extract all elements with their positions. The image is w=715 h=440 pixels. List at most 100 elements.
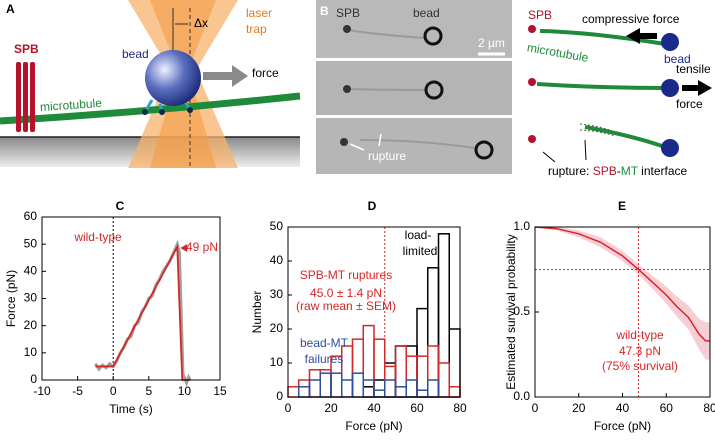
bead-label: bead <box>664 52 691 66</box>
plot-frame <box>41 216 221 381</box>
histogram-bar <box>427 379 440 398</box>
rupture-mt: MT <box>621 164 639 178</box>
spb-image <box>343 85 351 93</box>
bead-image <box>423 26 443 46</box>
x-tick-label: 40 <box>616 401 630 415</box>
x-tick-label: 60 <box>410 401 424 415</box>
histogram-bar <box>394 386 407 398</box>
rupture-dash: - <box>617 164 621 178</box>
bead <box>145 50 201 106</box>
x-tick-label: 80 <box>703 401 715 415</box>
y-tick-label: 0 <box>30 372 37 386</box>
histogram-bar <box>416 389 429 398</box>
micrograph <box>316 118 512 174</box>
trap-label: laser <box>246 6 272 20</box>
histogram-bar <box>308 379 321 398</box>
spb-label: SPB <box>528 8 552 22</box>
x-tick-label: 5 <box>145 384 152 398</box>
y-tick-label: 40 <box>270 253 284 267</box>
charts: -10 -5 0 5 10 15 0 10 20 30 40 50 60 Time (s) Force (p… <box>4 199 715 433</box>
compressive-label: compressive force <box>582 12 680 26</box>
x-axis-title: Force (pN) <box>594 419 651 433</box>
rupture-arrow <box>584 139 587 161</box>
panel-b: B SPB bead 2 µm rupture SPB compressive … <box>316 0 712 178</box>
microtubule-label: microtubule <box>39 96 102 114</box>
annotation: failures <box>305 352 344 366</box>
histogram-bar <box>298 379 311 398</box>
histogram-bar <box>373 338 386 398</box>
microtubule <box>539 29 666 46</box>
annotation: 45.0 ± 1.4 pN <box>310 286 382 300</box>
spb-bar <box>23 62 28 132</box>
histogram-bar <box>405 355 418 398</box>
confidence-band <box>535 227 710 360</box>
annotation: bead-MT <box>300 336 349 350</box>
x-tick-label: -10 <box>33 384 51 398</box>
histogram-bar <box>362 386 375 398</box>
force-label: force <box>252 66 279 80</box>
y-tick-label: 20 <box>24 318 38 332</box>
histogram-bar <box>427 345 440 398</box>
scale-label: 2 µm <box>478 36 505 50</box>
bead-image <box>474 140 494 160</box>
rupture-arrow <box>349 143 365 151</box>
y-axis-title: Number <box>250 291 264 334</box>
x-tick-label: 0 <box>532 401 539 415</box>
y-tick-label: 40 <box>24 264 38 278</box>
spb-image <box>340 138 348 146</box>
tensile-label: tensile <box>676 62 711 76</box>
y-tick-label: 50 <box>270 219 284 233</box>
histogram-bar <box>351 372 364 398</box>
histogram-bar <box>384 365 397 398</box>
annotation: (75% survival) <box>602 359 678 373</box>
chart: 0 20 40 60 80 0 10 20 30 40 50 Force (pN) Number Dloa… <box>250 199 467 433</box>
bead <box>661 33 679 51</box>
plot-frame <box>534 226 711 398</box>
histogram-bar <box>405 379 418 398</box>
plot-frame <box>287 226 461 398</box>
histogram-bar <box>394 345 407 398</box>
y-tick-label: 30 <box>24 291 38 305</box>
annotation: 47.3 pN <box>619 344 661 358</box>
rupture-prefix: rupture: <box>548 164 593 178</box>
annotation-arrowhead <box>180 244 188 252</box>
histogram-bar <box>448 386 461 398</box>
microtubule <box>536 82 666 90</box>
histogram-bar <box>341 345 354 398</box>
histogram-bar <box>362 379 375 398</box>
histogram-bar <box>341 379 354 398</box>
y-tick-label: 20 <box>270 321 284 335</box>
rupture-spb: SPB <box>593 164 617 178</box>
spb-image <box>343 25 351 33</box>
rupture-suffix: interface <box>638 164 688 178</box>
spb-label: SPB <box>336 6 360 20</box>
annotation: 49 pN <box>186 240 218 254</box>
microtubule <box>584 125 666 149</box>
histogram-bar <box>373 389 386 398</box>
x-tick-label: 60 <box>660 401 674 415</box>
force-arrow <box>682 80 712 96</box>
y-tick-label: 0.0 <box>513 389 530 403</box>
rupture-arrow <box>542 151 556 163</box>
bead-label: bead <box>413 6 440 20</box>
microtubule-label: microtubule <box>526 40 590 65</box>
annotation: wild-type <box>73 230 122 244</box>
histogram-bar <box>394 345 407 398</box>
spb <box>528 25 536 33</box>
annotation: wild-type <box>615 328 664 342</box>
panel-a: A SPB bead microtubule laser trap Δx for… <box>0 0 301 168</box>
y-tick-label: 1.0 <box>513 219 530 233</box>
x-tick-label: 0 <box>285 401 292 415</box>
x-axis-title: Force (pN) <box>345 419 402 433</box>
y-tick-label: 60 <box>24 209 38 223</box>
y-axis-title: Force (pN) <box>4 270 18 327</box>
x-tick-label: 0 <box>110 384 117 398</box>
histogram-bar <box>416 307 429 398</box>
panel-label: A <box>6 2 15 16</box>
spb <box>528 135 536 143</box>
annotation: load- <box>405 228 432 242</box>
y-tick-label: 0 <box>276 389 283 403</box>
tensile-label: force <box>676 97 703 111</box>
linker-node <box>142 109 148 115</box>
